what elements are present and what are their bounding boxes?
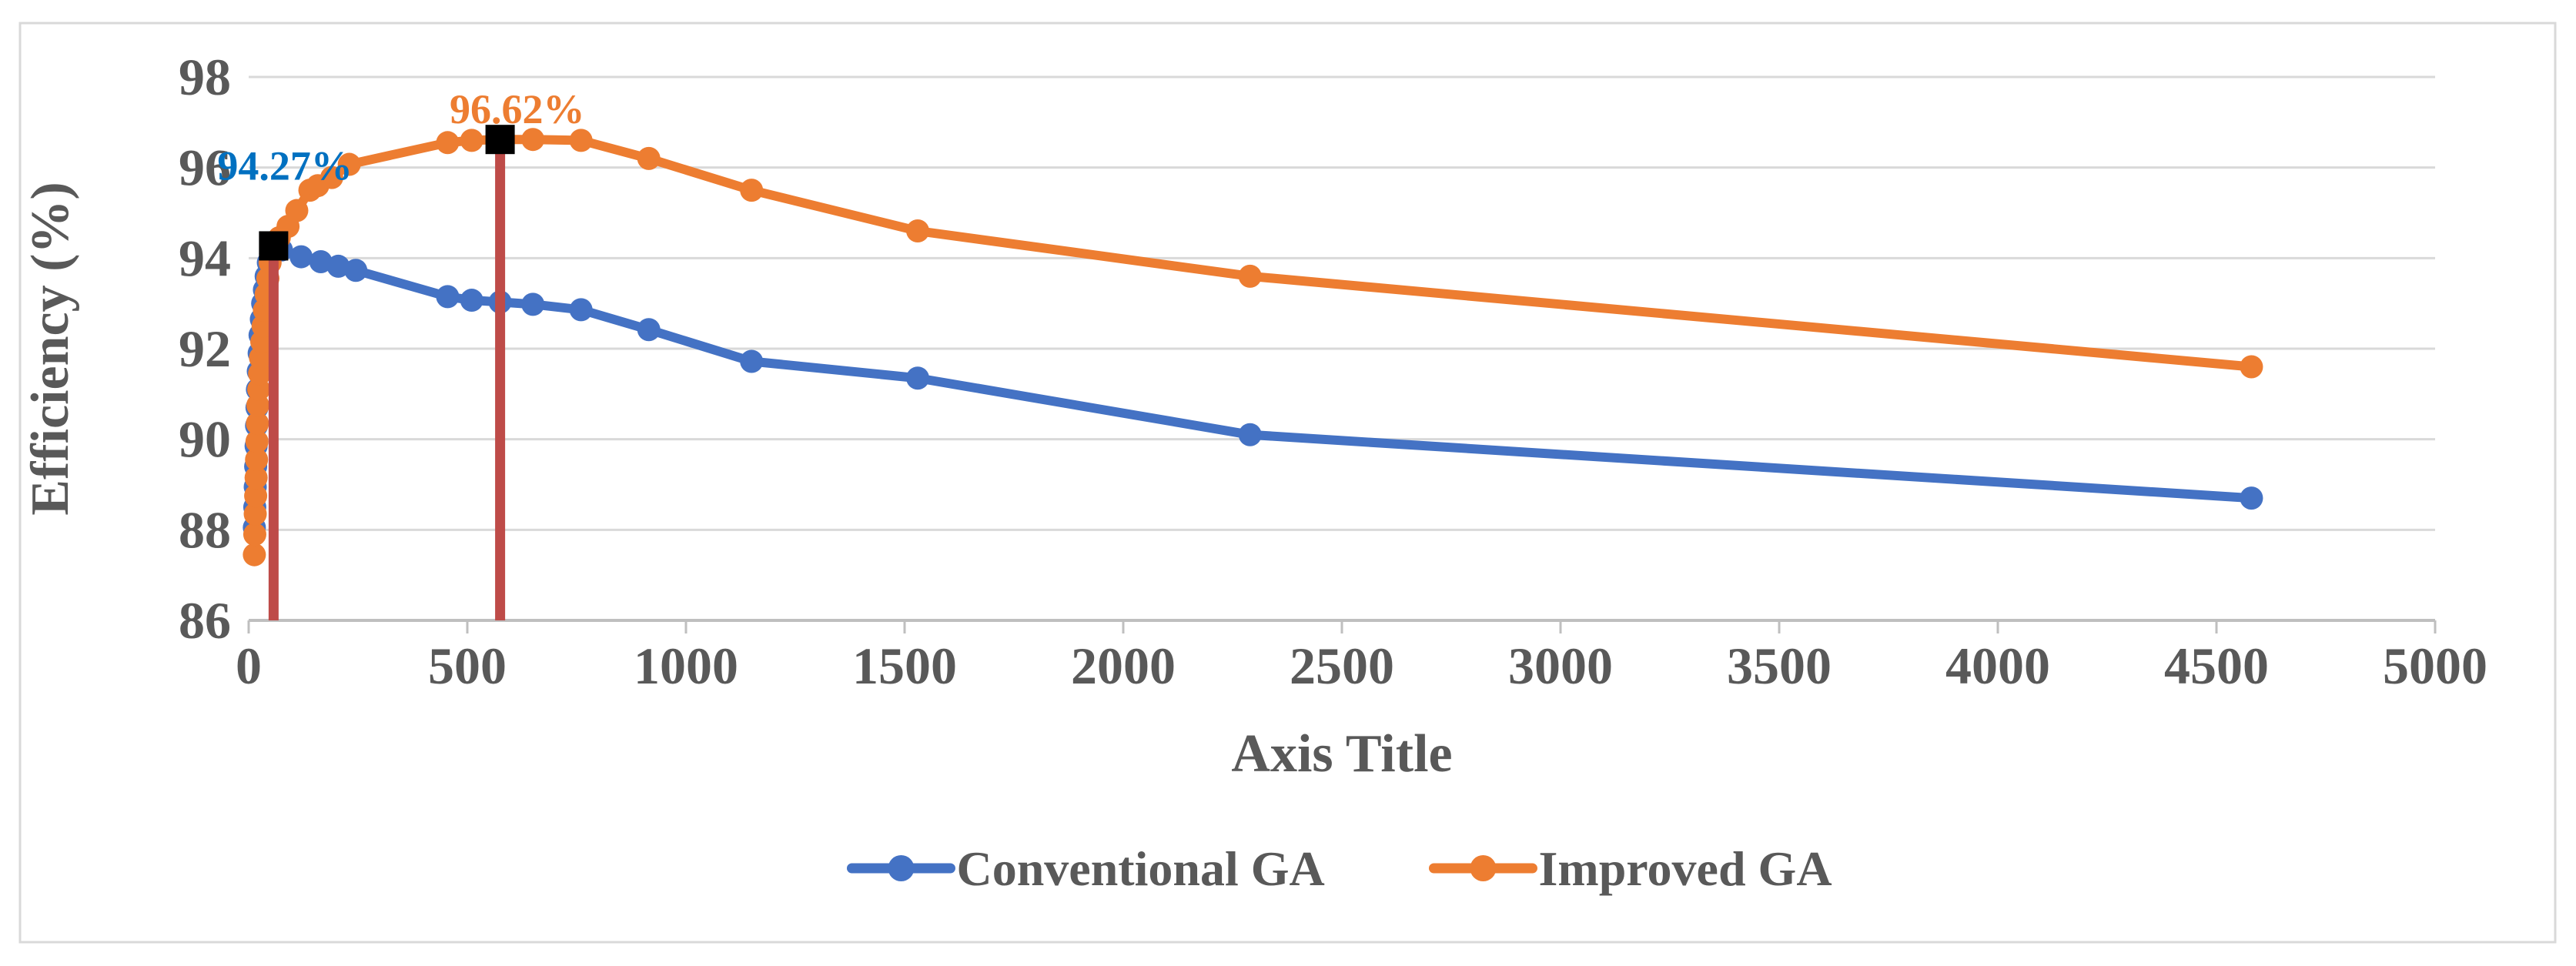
y-tick-label: 98 xyxy=(179,48,231,106)
data-point xyxy=(244,484,268,508)
data-point xyxy=(337,152,361,176)
x-tick-label: 4500 xyxy=(2164,637,2269,695)
data-point xyxy=(637,318,661,342)
data-point xyxy=(246,412,269,436)
chart-border xyxy=(18,22,2557,944)
data-point xyxy=(460,289,483,313)
data-point xyxy=(460,129,483,152)
data-point xyxy=(436,131,460,155)
data-point xyxy=(521,292,545,316)
y-tick-label: 88 xyxy=(179,500,231,559)
legend-item-improved-ga: Improved GA xyxy=(1428,841,1832,896)
x-tick-label: 3000 xyxy=(1508,637,1613,695)
legend-marker-swatch xyxy=(1470,855,1497,881)
y-tick-label: 94 xyxy=(179,229,231,287)
data-point xyxy=(285,199,309,222)
legend-label: Conventional GA xyxy=(956,841,1324,896)
peak-square-marker xyxy=(259,231,289,261)
data-point xyxy=(740,349,764,373)
peak-annotation: 96.62% xyxy=(450,86,585,132)
peak-square-marker xyxy=(485,125,515,155)
x-tick-label: 3500 xyxy=(1727,637,1832,695)
y-tick-label: 86 xyxy=(179,591,231,650)
peak-annotation: 94.27% xyxy=(217,143,353,189)
x-tick-label: 5000 xyxy=(2383,637,2487,695)
data-point xyxy=(245,448,269,472)
x-tick-label: 2000 xyxy=(1071,637,1176,695)
x-tick-label: 0 xyxy=(236,637,262,695)
y-axis-title: Efficiency (%) xyxy=(21,182,80,515)
data-point xyxy=(326,254,350,278)
data-point xyxy=(243,523,266,547)
y-tick-label: 96 xyxy=(179,139,231,197)
x-axis-title: Axis Title xyxy=(1231,724,1452,784)
x-tick-label: 500 xyxy=(428,637,507,695)
data-point xyxy=(289,245,313,269)
y-tick-label: 92 xyxy=(179,319,231,378)
legend-label: Improved GA xyxy=(1538,841,1832,896)
data-point xyxy=(740,179,764,202)
legend-marker-swatch xyxy=(888,855,915,881)
y-tick-label: 90 xyxy=(179,410,231,469)
data-point xyxy=(1238,264,1262,288)
data-point xyxy=(906,366,930,390)
data-point xyxy=(245,430,269,453)
data-point xyxy=(569,129,593,152)
x-tick-label: 4000 xyxy=(1945,637,2050,695)
x-tick-label: 2500 xyxy=(1290,637,1394,695)
data-point xyxy=(521,128,545,152)
data-point xyxy=(906,219,930,243)
x-tick-label: 1000 xyxy=(634,637,738,695)
data-point xyxy=(436,285,460,309)
legend: Conventional GA Improved GA xyxy=(846,841,1832,896)
data-point xyxy=(2240,355,2263,379)
data-point xyxy=(309,250,333,274)
data-point xyxy=(1238,423,1262,446)
data-point xyxy=(244,466,268,490)
legend-item-conventional-ga: Conventional GA xyxy=(846,841,1325,896)
data-point xyxy=(569,298,593,322)
data-point xyxy=(637,146,661,170)
data-point xyxy=(319,165,343,189)
data-point xyxy=(243,543,266,567)
data-point xyxy=(243,502,267,526)
data-point xyxy=(344,259,368,282)
data-point xyxy=(2240,486,2263,510)
x-tick-label: 1500 xyxy=(852,637,957,695)
